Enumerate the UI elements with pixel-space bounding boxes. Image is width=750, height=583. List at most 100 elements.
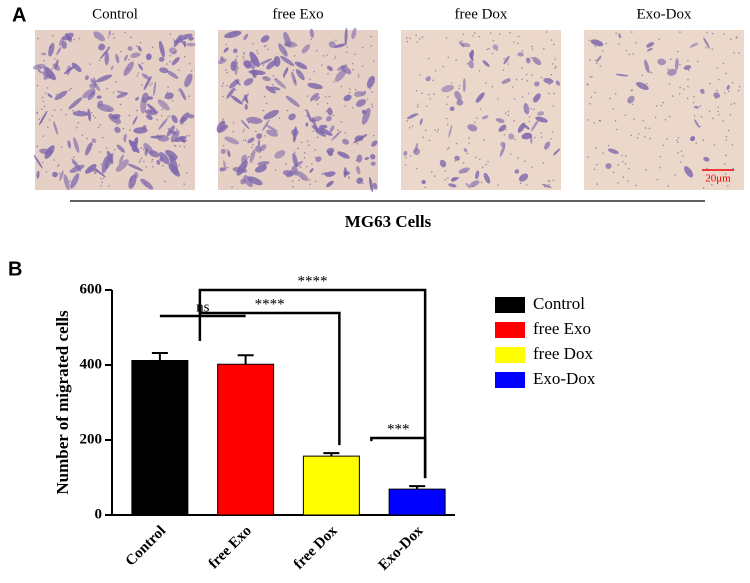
dot — [738, 52, 740, 54]
dot — [60, 108, 63, 111]
dot — [247, 121, 250, 124]
dot — [53, 109, 56, 111]
cell — [232, 167, 248, 174]
dot — [686, 97, 689, 100]
cell — [159, 157, 164, 162]
dot — [662, 101, 664, 104]
cell — [110, 114, 121, 120]
cell — [32, 64, 46, 70]
dot — [244, 165, 246, 168]
cell — [52, 171, 58, 178]
cell — [93, 76, 97, 87]
dot — [263, 45, 266, 48]
dot — [120, 50, 122, 53]
cell — [694, 105, 699, 109]
dot — [589, 102, 591, 105]
cell — [274, 78, 287, 89]
cell — [292, 153, 298, 168]
caption: MG63 Cells — [345, 212, 432, 231]
dot — [496, 49, 498, 52]
dot — [222, 82, 225, 85]
dot — [244, 159, 247, 162]
cell — [441, 84, 454, 93]
cell — [481, 115, 489, 120]
cell — [458, 167, 470, 174]
dot — [531, 48, 534, 50]
dot — [144, 182, 146, 184]
cell — [115, 53, 120, 64]
dot — [166, 63, 168, 65]
dot — [136, 109, 138, 112]
cell — [93, 168, 107, 178]
cell — [492, 44, 499, 50]
cell — [315, 156, 322, 163]
dot — [491, 52, 494, 55]
dot — [676, 50, 679, 53]
dot — [136, 140, 138, 143]
cell — [41, 52, 47, 56]
dot — [646, 83, 648, 85]
dot — [267, 48, 270, 51]
cell — [501, 78, 511, 84]
dot — [107, 109, 110, 111]
dot — [503, 134, 506, 136]
legend-swatch — [495, 322, 525, 338]
cell — [157, 99, 170, 111]
dot — [151, 82, 153, 85]
dot — [332, 114, 335, 117]
dot — [517, 157, 519, 159]
dot — [588, 39, 591, 42]
dot — [599, 55, 602, 57]
dot — [540, 132, 543, 134]
cell — [467, 124, 478, 132]
dot — [90, 80, 93, 83]
dot — [447, 56, 450, 59]
dot — [43, 59, 45, 62]
cell — [517, 52, 524, 57]
dot — [370, 45, 373, 47]
cell — [67, 140, 72, 149]
dot — [521, 96, 524, 98]
cell — [127, 46, 133, 51]
dot — [445, 117, 448, 120]
dot — [46, 126, 49, 128]
dot — [486, 48, 488, 51]
legend-swatch — [495, 297, 525, 313]
dot — [347, 176, 350, 178]
dot — [593, 122, 595, 124]
dot — [303, 156, 306, 159]
cell — [146, 114, 153, 121]
dot — [588, 59, 591, 61]
dot — [102, 177, 105, 179]
dot — [151, 165, 154, 168]
dot — [225, 69, 227, 71]
dot — [461, 40, 463, 42]
dot — [733, 51, 736, 54]
cell — [508, 133, 515, 140]
cell — [240, 119, 250, 130]
dot — [447, 96, 449, 98]
dot — [607, 144, 610, 147]
dot — [455, 142, 458, 145]
dot — [107, 184, 110, 187]
dot — [322, 55, 325, 57]
dot — [290, 43, 293, 45]
dot — [43, 105, 46, 108]
dot — [424, 129, 427, 132]
dot — [255, 130, 257, 133]
dot — [676, 139, 678, 142]
cell — [224, 136, 240, 145]
dot — [49, 46, 51, 48]
cell — [82, 88, 96, 99]
dot — [345, 42, 347, 45]
dot — [252, 42, 254, 45]
dot — [325, 110, 328, 113]
dot — [70, 87, 72, 90]
dot — [265, 44, 267, 47]
dot — [369, 87, 371, 90]
cell — [543, 77, 554, 84]
bar — [131, 360, 189, 516]
dot — [479, 108, 482, 110]
dot — [631, 31, 633, 33]
